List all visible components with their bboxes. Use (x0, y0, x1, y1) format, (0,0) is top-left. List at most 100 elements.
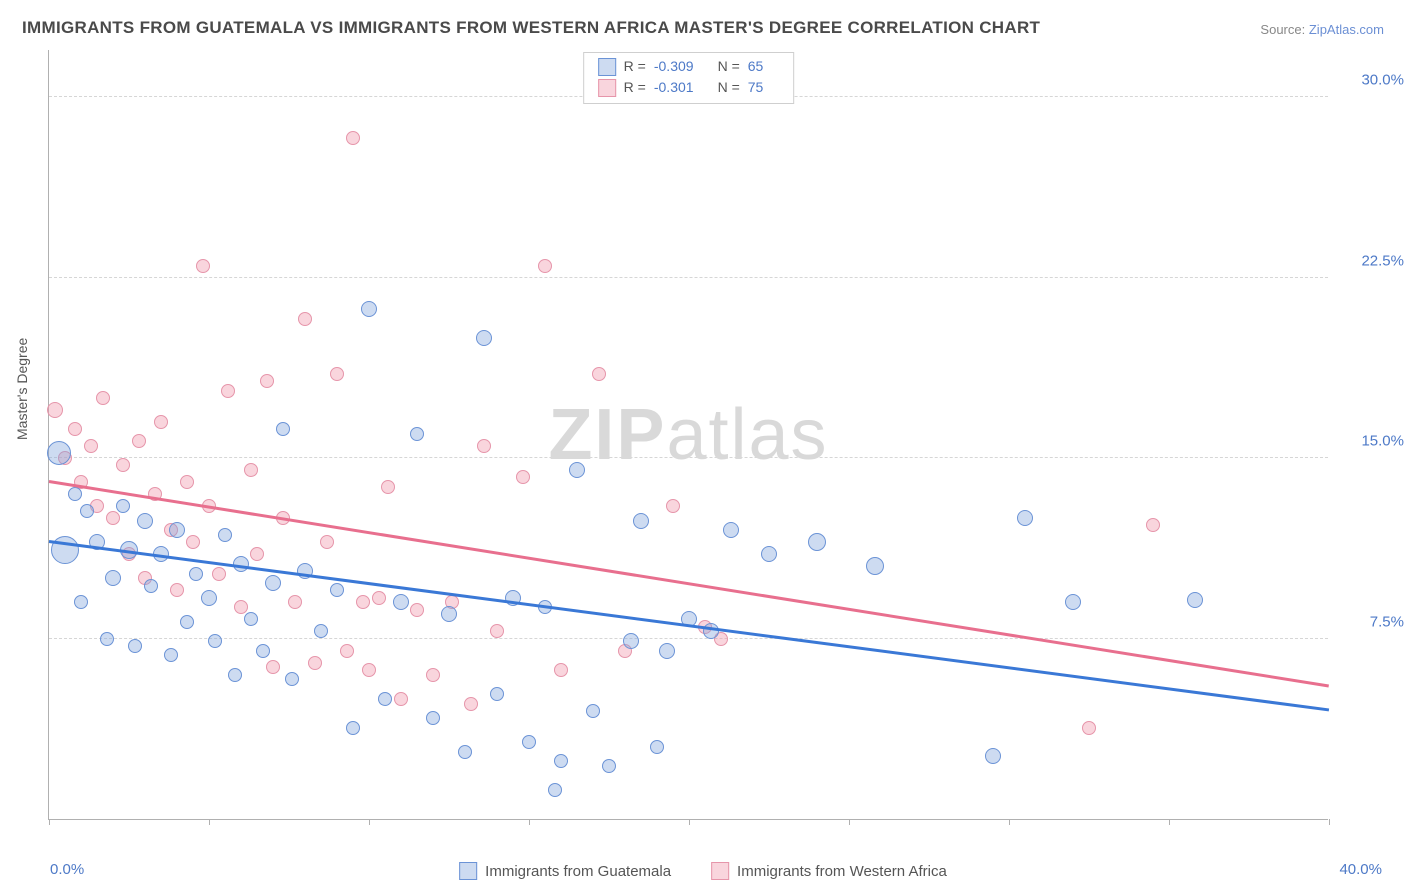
legend-row-wafrica: R = -0.301 N = 75 (598, 77, 780, 98)
data-point-wafrica (96, 391, 110, 405)
data-point-guatemala (490, 687, 504, 701)
data-point-wafrica (1146, 518, 1160, 532)
data-point-wafrica (298, 312, 312, 326)
data-point-guatemala (586, 704, 600, 718)
data-point-guatemala (164, 648, 178, 662)
data-point-guatemala (1065, 594, 1081, 610)
y-tick-label: 22.5% (1361, 252, 1404, 269)
data-point-guatemala (47, 441, 71, 465)
data-point-guatemala (569, 462, 585, 478)
data-point-guatemala (548, 783, 562, 797)
trend-line-wafrica (49, 480, 1329, 687)
data-point-guatemala (554, 754, 568, 768)
legend-correlation-box: R = -0.309 N = 65 R = -0.301 N = 75 (583, 52, 795, 104)
swatch-guatemala-icon (598, 58, 616, 76)
data-point-wafrica (116, 458, 130, 472)
y-tick-label: 30.0% (1361, 72, 1404, 89)
data-point-guatemala (393, 594, 409, 610)
data-point-wafrica (666, 499, 680, 513)
x-axis-min-label: 0.0% (50, 861, 84, 878)
trend-line-guatemala (49, 540, 1329, 711)
swatch-wafrica-icon (598, 79, 616, 97)
data-point-guatemala (100, 632, 114, 646)
data-point-wafrica (410, 603, 424, 617)
data-point-wafrica (554, 663, 568, 677)
data-point-wafrica (250, 547, 264, 561)
x-tick (1009, 819, 1010, 825)
data-point-wafrica (170, 583, 184, 597)
n-label: N = (718, 77, 740, 98)
data-point-wafrica (381, 480, 395, 494)
x-tick (369, 819, 370, 825)
gridline (49, 457, 1328, 458)
data-point-wafrica (490, 624, 504, 638)
data-point-guatemala (180, 615, 194, 629)
data-point-wafrica (308, 656, 322, 670)
data-point-guatemala (458, 745, 472, 759)
data-point-guatemala (244, 612, 258, 626)
data-point-guatemala (476, 330, 492, 346)
x-tick (689, 819, 690, 825)
data-point-guatemala (218, 528, 232, 542)
data-point-guatemala (426, 711, 440, 725)
data-point-wafrica (538, 259, 552, 273)
data-point-wafrica (477, 439, 491, 453)
legend-item-wafrica: Immigrants from Western Africa (711, 862, 947, 880)
watermark-bold: ZIP (548, 395, 666, 475)
data-point-wafrica (84, 439, 98, 453)
data-point-guatemala (228, 668, 242, 682)
data-point-wafrica (244, 463, 258, 477)
data-point-wafrica (592, 367, 606, 381)
data-point-guatemala (285, 672, 299, 686)
data-point-guatemala (265, 575, 281, 591)
swatch-guatemala-icon (459, 862, 477, 880)
data-point-guatemala (650, 740, 664, 754)
data-point-guatemala (378, 692, 392, 706)
data-point-guatemala (128, 639, 142, 653)
swatch-wafrica-icon (711, 862, 729, 880)
data-point-guatemala (623, 633, 639, 649)
source-value: ZipAtlas.com (1309, 22, 1384, 37)
y-tick-label: 15.0% (1361, 433, 1404, 450)
data-point-guatemala (866, 557, 884, 575)
data-point-guatemala (985, 748, 1001, 764)
data-point-wafrica (356, 595, 370, 609)
x-tick (529, 819, 530, 825)
data-point-wafrica (346, 131, 360, 145)
data-point-guatemala (80, 504, 94, 518)
n-value-wafrica: 75 (748, 77, 764, 98)
data-point-guatemala (137, 513, 153, 529)
gridline (49, 638, 1328, 639)
r-label: R = (624, 56, 646, 77)
r-value-wafrica: -0.301 (654, 77, 694, 98)
data-point-guatemala (808, 533, 826, 551)
data-point-guatemala (723, 522, 739, 538)
chart-plot-area: ZIPatlas R = -0.309 N = 65 R = -0.301 N … (48, 50, 1328, 820)
gridline (49, 277, 1328, 278)
x-tick (849, 819, 850, 825)
legend-row-guatemala: R = -0.309 N = 65 (598, 56, 780, 77)
x-tick (209, 819, 210, 825)
data-point-wafrica (320, 535, 334, 549)
data-point-guatemala (314, 624, 328, 638)
data-point-guatemala (74, 595, 88, 609)
x-tick (49, 819, 50, 825)
data-point-wafrica (154, 415, 168, 429)
data-point-guatemala (346, 721, 360, 735)
data-point-wafrica (132, 434, 146, 448)
watermark: ZIPatlas (548, 394, 828, 476)
data-point-guatemala (116, 499, 130, 513)
data-point-wafrica (106, 511, 120, 525)
r-value-guatemala: -0.309 (654, 56, 694, 77)
data-point-guatemala (361, 301, 377, 317)
y-tick-label: 7.5% (1370, 613, 1404, 630)
data-point-guatemala (1017, 510, 1033, 526)
data-point-wafrica (266, 660, 280, 674)
watermark-light: atlas (666, 395, 828, 475)
data-point-guatemala (330, 583, 344, 597)
data-point-wafrica (464, 697, 478, 711)
data-point-wafrica (212, 567, 226, 581)
data-point-guatemala (659, 643, 675, 659)
data-point-guatemala (51, 536, 79, 564)
n-label: N = (718, 56, 740, 77)
